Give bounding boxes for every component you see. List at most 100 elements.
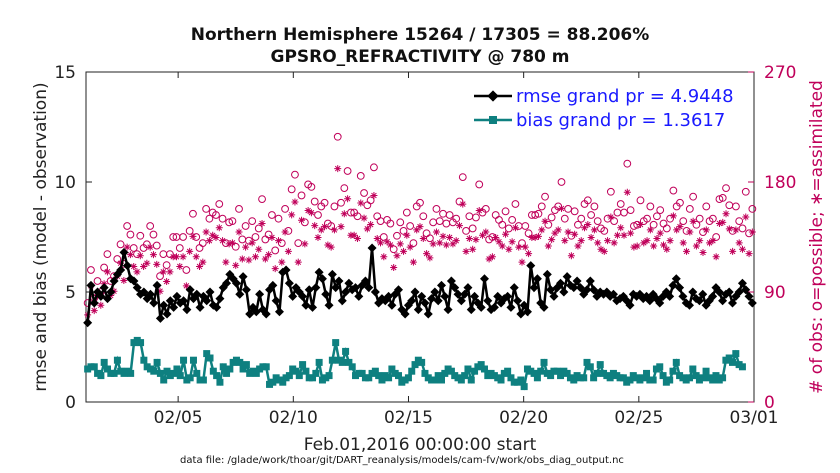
obs-possible-point [445,211,454,219]
obs-assimilated-point [462,247,470,255]
obs-assimilated-point [426,254,434,262]
obs-assimilated-point [436,239,444,247]
bias-point [732,350,740,358]
bias-point [418,358,426,366]
bias-point [186,374,194,382]
rmse-point [450,283,460,293]
obs-possible-point [518,239,526,248]
obs-assimilated-point [409,258,417,266]
bias-point [193,369,201,377]
bias-point [226,365,234,373]
obs-assimilated-point [301,240,309,248]
rmse-point [483,296,493,306]
obs-possible-point [458,173,467,182]
obs-possible-point [544,220,553,229]
bias-point [421,369,429,377]
obs-assimilated-point [660,241,668,249]
rmse-point [284,278,294,288]
y-axis-left: 0 5 10 15 [54,63,92,413]
obs-assimilated-point [719,218,727,226]
obs-possible-point [205,214,214,223]
obs-assimilated-point [202,228,210,236]
bias-point [127,369,135,377]
rmse-point [235,289,245,299]
obs-possible-point [623,159,632,168]
rmse-point [324,300,334,310]
obs-assimilated-point [689,217,697,225]
bias-point [325,372,333,380]
obs-assimilated-point [656,229,664,237]
obs-possible-point [136,231,145,240]
obs-assimilated-point [729,247,737,255]
obs-assimilated-point [561,237,569,245]
rmse-point [268,280,278,290]
bias-point [431,376,439,384]
obs-assimilated-point [377,239,385,247]
obs-assimilated-point [712,253,720,261]
obs-assimilated-point [505,245,513,253]
obs-possible-point [560,214,569,223]
bias-point [557,372,565,380]
rmse-point [317,274,327,284]
rmse-point [298,291,308,301]
x-tick-label: 02/20 [499,408,548,428]
rmse-point [503,291,513,301]
rmse-point [688,287,698,297]
bias-point [480,365,488,373]
bias-point [163,367,171,375]
obs-assimilated-point [683,247,691,255]
obs-assimilated-point [488,253,496,261]
rmse-point [387,300,397,310]
obs-possible-point [715,195,724,204]
rmse-point [99,283,109,293]
bias-point [388,365,396,373]
rmse-point [122,261,132,271]
obs-assimilated-point [255,245,263,253]
rmse-point [522,307,532,317]
bias-point [457,376,465,384]
rmse-point [185,285,195,295]
obs-assimilated-point [590,226,598,234]
obs-possible-point [557,178,566,186]
bias-point [666,376,674,384]
obs-possible-point [146,222,155,230]
obs-possible-point [748,204,757,213]
obs-possible-point [564,204,572,213]
obs-assimilated-point [439,232,447,240]
obs-assimilated-point [176,262,184,270]
x-tick-label: 02/25 [614,408,663,428]
obs-assimilated-point [617,224,625,232]
obs-possible-point [93,277,102,285]
obs-possible-point [610,217,619,226]
bias-point [173,365,181,373]
obs-assimilated-point [350,231,358,239]
obs-possible-point [198,239,207,248]
obs-possible-point [218,214,227,223]
bias-point [170,369,178,377]
rmse-point [165,296,175,306]
obs-assimilated-point [551,229,559,237]
obs-possible-point [462,226,470,235]
obs-possible-point [662,224,671,233]
rmse-point [321,289,331,299]
rmse-point [370,287,380,297]
rmse-point [261,309,271,319]
obs-assimilated-point [386,241,394,249]
rmse-point [327,269,337,279]
obs-assimilated-point [153,260,161,268]
obs-assimilated-point [225,240,233,248]
obs-assimilated-point [321,223,329,231]
rmse-point [367,243,377,253]
bias-point [471,367,479,375]
obs-assimilated-point [337,223,345,231]
obs-possible-point [389,245,398,254]
obs-assimilated-point [646,226,654,234]
bias-point [606,374,614,382]
bias-point [583,358,591,366]
obs-assimilated-point [357,199,365,207]
obs-assimilated-point [581,224,589,232]
obs-assimilated-point [423,250,431,258]
obs-possible-point [149,230,158,239]
rmse-series [83,243,757,328]
obs-possible-point [346,208,355,217]
